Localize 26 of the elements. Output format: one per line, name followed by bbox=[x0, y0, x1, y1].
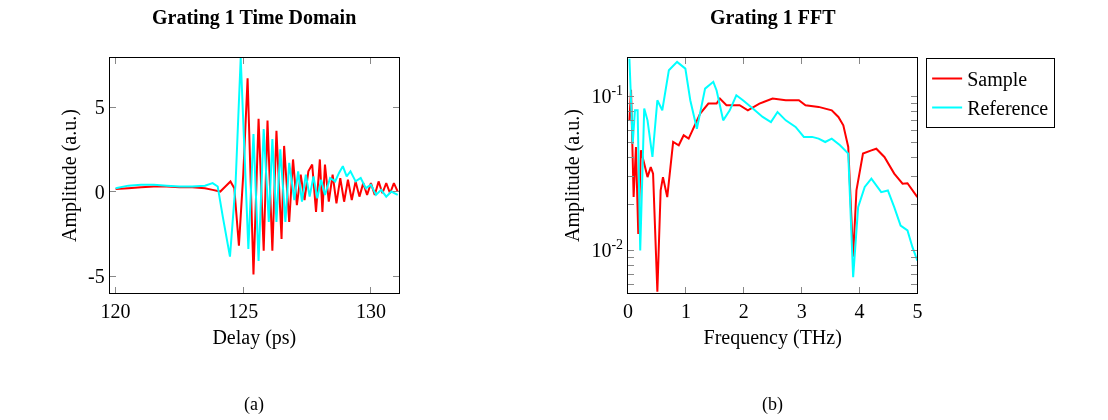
legend-label: Sample bbox=[967, 68, 1028, 92]
legend-label: Reference bbox=[967, 97, 1049, 120]
x-tick-label: 1 bbox=[680, 300, 691, 322]
x-tick-label: 3 bbox=[796, 300, 807, 322]
line-series bbox=[114, 58, 399, 262]
chart-title: Grating 1 Time Domain bbox=[152, 6, 357, 29]
y-tick-label: 0 bbox=[94, 180, 105, 203]
x-tick-label: 130 bbox=[355, 300, 386, 322]
x-tick-label: 120 bbox=[100, 300, 131, 322]
y-tick-label: -5 bbox=[88, 265, 105, 288]
x-tick-label: 2 bbox=[738, 300, 749, 322]
x-tick-label: 4 bbox=[854, 300, 865, 322]
chart-title: Grating 1 FFT bbox=[710, 6, 837, 29]
line-series bbox=[114, 77, 399, 276]
x-tick-label: 125 bbox=[228, 300, 259, 322]
y-axis-title: Amplitude (a.u.) bbox=[57, 109, 81, 242]
x-axis-title: Delay (ps) bbox=[212, 325, 297, 349]
y-tick-label: 10$^{-1}$ bbox=[591, 82, 624, 108]
x-tick-label: 5 bbox=[912, 300, 923, 322]
y-tick-label: 10$^{-2}$ bbox=[591, 237, 624, 262]
y-tick-label: 5 bbox=[94, 96, 105, 119]
line-series bbox=[628, 58, 918, 279]
text: (b) bbox=[762, 394, 783, 415]
x-axis-title: Frequency (THz) bbox=[703, 325, 842, 349]
y-axis-title: Amplitude (a.u.) bbox=[560, 109, 584, 242]
text: (a) bbox=[244, 394, 264, 415]
